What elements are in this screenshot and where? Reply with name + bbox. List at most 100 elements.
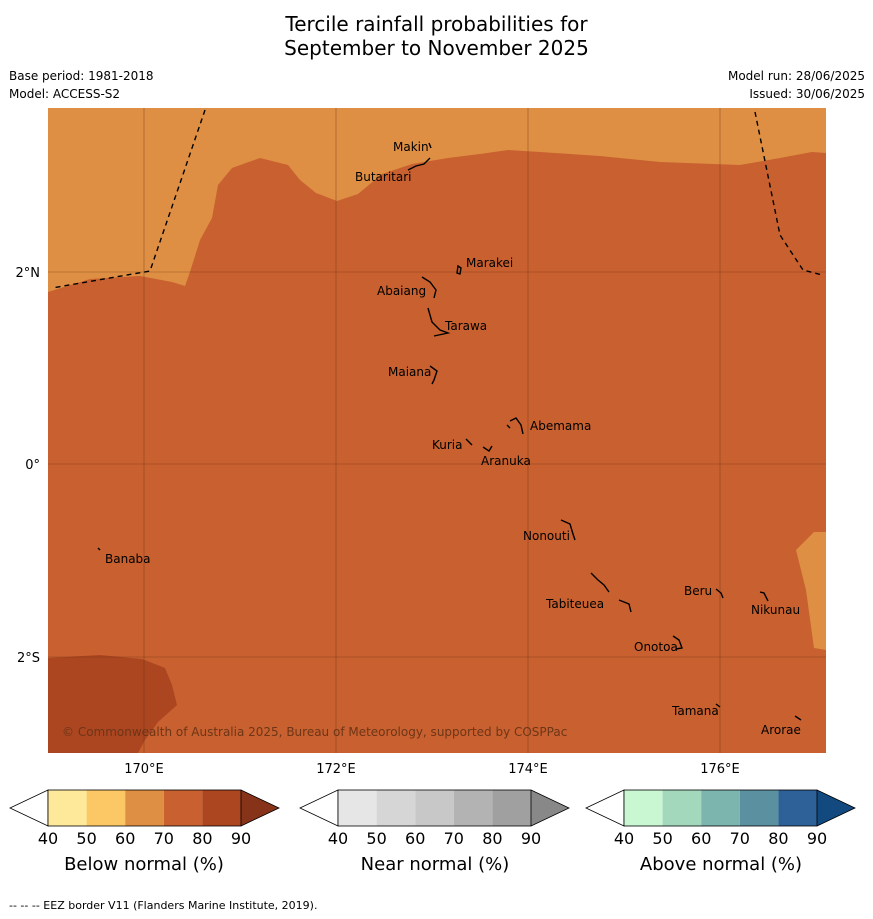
below-tick-90: 90 bbox=[231, 829, 251, 848]
island-kuria bbox=[465, 438, 473, 446]
near-tick-50: 50 bbox=[366, 829, 386, 848]
above-tick-80: 80 bbox=[768, 829, 788, 848]
lat-label-0: 0° bbox=[25, 458, 40, 473]
label-nikunau: Nikunau bbox=[751, 603, 800, 617]
label-tamana: Tamana bbox=[671, 704, 719, 718]
above-tick-70: 70 bbox=[730, 829, 750, 848]
lon-label-170e: 170°E bbox=[124, 762, 164, 777]
lat-label-2s: 2°S bbox=[17, 651, 40, 666]
below-tick-40: 40 bbox=[38, 829, 58, 848]
islands bbox=[97, 142, 802, 721]
colorbar-above-label: Above normal (%) bbox=[640, 854, 802, 875]
above-tick-60: 60 bbox=[691, 829, 711, 848]
label-arorae: Arorae bbox=[761, 723, 801, 737]
lon-label-172e: 172°E bbox=[316, 762, 356, 777]
colorbar-below-high-extend bbox=[241, 790, 279, 826]
map-title: Tercile rainfall probabilities for Septe… bbox=[0, 12, 873, 60]
eez-border bbox=[51, 109, 823, 289]
label-marakei: Marakei bbox=[466, 256, 513, 270]
colorbar-above: 40 50 60 70 80 90 Above normal (%) bbox=[585, 789, 856, 875]
graticule bbox=[48, 108, 826, 753]
colorbar-near: 40 50 60 70 80 90 Near normal (%) bbox=[299, 789, 570, 875]
label-tabiteuea: Tabiteuea bbox=[545, 597, 604, 611]
colorbar-above-swatch-2 bbox=[662, 790, 702, 826]
island-arorae bbox=[794, 715, 802, 721]
colorbar-above-low-extend bbox=[585, 789, 625, 827]
colorbar-above-high-extend bbox=[817, 790, 855, 826]
lat-label-2n: 2°N bbox=[16, 266, 41, 281]
place-labels: Makin Butaritari Marakei Abaiang Tarawa … bbox=[105, 140, 801, 737]
colorbar-below: 40 50 60 70 80 90 Below normal (%) bbox=[9, 789, 280, 875]
island-banaba bbox=[97, 547, 101, 551]
island-tabiteuea bbox=[590, 572, 632, 613]
island-tamana bbox=[715, 703, 721, 708]
near-tick-70: 70 bbox=[444, 829, 464, 848]
near-tick-80: 80 bbox=[482, 829, 502, 848]
above-tick-40: 40 bbox=[614, 829, 634, 848]
label-tarawa: Tarawa bbox=[444, 319, 487, 333]
colorbar-near-high-extend bbox=[531, 790, 569, 826]
island-tarawa bbox=[427, 307, 451, 337]
island-aranuka bbox=[482, 445, 493, 452]
island-abaiang bbox=[421, 276, 437, 299]
colorbar-near-label: Near normal (%) bbox=[361, 854, 510, 875]
colorbar-above-swatch-4 bbox=[739, 790, 779, 826]
colorbar-near-swatch-5 bbox=[492, 790, 531, 826]
near-tick-60: 60 bbox=[405, 829, 425, 848]
island-makin bbox=[428, 142, 432, 149]
below-tick-70: 70 bbox=[154, 829, 174, 848]
label-makin: Makin bbox=[393, 140, 429, 154]
label-kuria: Kuria bbox=[432, 438, 463, 452]
island-maiana bbox=[429, 365, 438, 385]
eez-border-footnote: -- -- -- EEZ border V11 (Flanders Marine… bbox=[9, 899, 318, 912]
label-banaba: Banaba bbox=[105, 552, 151, 566]
island-nikunau bbox=[759, 591, 769, 602]
model-run: Model run: 28/06/2025 bbox=[727, 69, 865, 83]
colorbar-below-swatch-2 bbox=[86, 790, 126, 826]
prob-band-70-80 bbox=[48, 150, 826, 753]
lon-label-174e: 174°E bbox=[508, 762, 548, 777]
colorbar-above-swatch-1 bbox=[624, 790, 663, 826]
meta-left: Base period: 1981-2018 Model: ACCESS-S2 bbox=[9, 67, 154, 103]
label-abemama: Abemama bbox=[530, 419, 591, 433]
issued-date: Issued: 30/06/2025 bbox=[749, 87, 865, 101]
label-beru: Beru bbox=[684, 584, 712, 598]
title-line-1: Tercile rainfall probabilities for bbox=[285, 12, 588, 36]
colorbar-below-swatch-5 bbox=[202, 790, 241, 826]
colorbar-below-swatch-3 bbox=[125, 790, 164, 826]
label-aranuka: Aranuka bbox=[481, 454, 531, 468]
label-maiana: Maiana bbox=[388, 365, 431, 379]
colorbar-above-swatch-3 bbox=[701, 790, 740, 826]
colorbar-below-label: Below normal (%) bbox=[64, 854, 224, 875]
label-nonouti: Nonouti bbox=[523, 529, 570, 543]
prob-band-80-90 bbox=[48, 655, 177, 753]
colorbar-below-low-extend bbox=[9, 789, 49, 827]
model-name: Model: ACCESS-S2 bbox=[9, 87, 121, 101]
map-panel: Makin Butaritari Marakei Abaiang Tarawa … bbox=[48, 108, 826, 753]
base-period: Base period: 1981-2018 bbox=[9, 69, 154, 83]
meta-right: Model run: 28/06/2025 Issued: 30/06/2025 bbox=[728, 67, 865, 103]
below-tick-60: 60 bbox=[115, 829, 135, 848]
lon-label-176e: 176°E bbox=[700, 762, 740, 777]
above-tick-50: 50 bbox=[652, 829, 672, 848]
colorbar-near-swatch-1 bbox=[338, 790, 377, 826]
below-tick-50: 50 bbox=[76, 829, 96, 848]
island-butaritari bbox=[407, 157, 431, 171]
island-marakei bbox=[456, 264, 462, 275]
colorbar-near-swatch-3 bbox=[415, 790, 454, 826]
longitude-labels: 170°E 172°E 174°E 176°E bbox=[124, 762, 740, 777]
above-tick-90: 90 bbox=[807, 829, 827, 848]
copyright-notice: © Commonwealth of Australia 2025, Bureau… bbox=[62, 725, 567, 739]
label-onotoa: Onotoa bbox=[634, 640, 678, 654]
colorbar-near-low-extend bbox=[299, 789, 339, 827]
below-tick-80: 80 bbox=[192, 829, 212, 848]
title-line-2: September to November 2025 bbox=[284, 36, 589, 60]
colorbar-below-swatch-4 bbox=[163, 790, 203, 826]
colorbar-near-swatch-4 bbox=[453, 790, 493, 826]
near-tick-40: 40 bbox=[328, 829, 348, 848]
colorbar-above-swatch-5 bbox=[778, 790, 817, 826]
island-abemama bbox=[506, 417, 524, 435]
label-abaiang: Abaiang bbox=[377, 284, 426, 298]
island-onotoa bbox=[672, 635, 683, 650]
